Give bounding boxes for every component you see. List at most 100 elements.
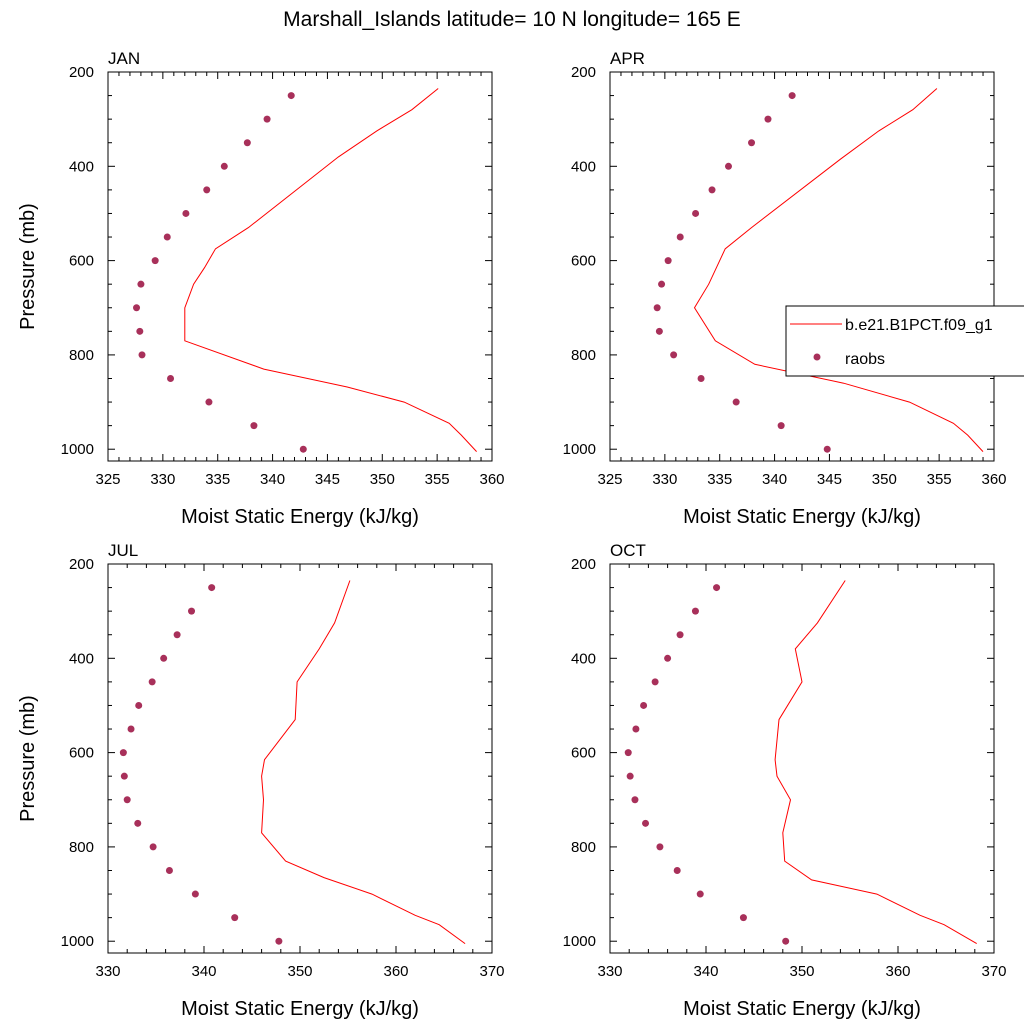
- y-tick-label: 800: [571, 839, 596, 856]
- panel-jan: JAN 325 330 335 340 345 350 355 360 200 400 600 800 1…: [17, 49, 505, 528]
- raobs-point-jul: [120, 772, 128, 780]
- legend: b.e21.B1PCT.f09_g1 raobs: [785, 305, 1024, 377]
- raobs-point-oct: [691, 607, 699, 615]
- x-tick-label: 340: [260, 471, 285, 488]
- raobs-point-apr: [676, 233, 684, 241]
- raobs-point-jul: [208, 584, 216, 592]
- raobs-point-apr: [724, 162, 732, 170]
- x-tick-label: 335: [205, 471, 230, 488]
- y-tick-label: 800: [69, 347, 94, 364]
- x-tick-label: 345: [315, 471, 340, 488]
- raobs-point-jan: [133, 304, 141, 312]
- raobs-point-apr: [708, 186, 716, 194]
- y-tick-label: 200: [571, 64, 596, 81]
- x-tick-label: 355: [425, 471, 450, 488]
- y-tick-label: 600: [69, 253, 94, 270]
- raobs-point-oct: [739, 914, 747, 922]
- raobs-point-jul: [160, 654, 168, 662]
- y-axis-label-jan: Pressure (mb): [17, 203, 39, 330]
- raobs-point-jul: [123, 796, 131, 804]
- raobs-point-apr: [823, 445, 831, 453]
- plot-frame-jul: [107, 563, 493, 954]
- model-line-oct: [774, 580, 977, 945]
- plot-frame-jan: [107, 71, 493, 462]
- raobs-point-oct: [656, 843, 664, 851]
- y-tick-label: 1000: [563, 933, 596, 950]
- raobs-point-jan: [250, 422, 258, 430]
- x-tick-label: 350: [872, 471, 897, 488]
- x-tick-label: 350: [789, 963, 814, 980]
- legend-model-label: b.e21.B1PCT.f09_g1: [845, 317, 993, 334]
- x-tick-label: 330: [597, 963, 622, 980]
- raobs-point-jul: [135, 701, 143, 709]
- raobs-point-jan: [205, 398, 213, 406]
- x-tick-label: 330: [95, 963, 120, 980]
- y-tick-label: 600: [571, 745, 596, 762]
- x-tick-label: 360: [981, 471, 1006, 488]
- raobs-point-jul: [231, 914, 239, 922]
- x-axis-label-oct: Moist Static Energy (kJ/kg): [683, 998, 921, 1020]
- x-tick-label: 325: [597, 471, 622, 488]
- y-tick-label: 400: [571, 650, 596, 667]
- panel-label-oct: OCT: [610, 541, 646, 560]
- raobs-point-jan: [136, 327, 144, 335]
- raobs-point-oct: [696, 890, 704, 898]
- raobs-point-oct: [632, 725, 640, 733]
- model-line-jul: [261, 580, 466, 945]
- legend-obs-marker-swatch: [813, 353, 821, 361]
- x-axis-label-jan: Moist Static Energy (kJ/kg): [181, 506, 419, 528]
- raobs-point-oct: [642, 819, 650, 827]
- raobs-point-jul: [191, 890, 199, 898]
- y-tick-label: 400: [69, 650, 94, 667]
- y-tick-label: 200: [571, 556, 596, 573]
- plot-frame-apr: [609, 71, 995, 462]
- plot-frame-oct: [609, 563, 995, 954]
- x-tick-label: 370: [479, 963, 504, 980]
- panels-group: JAN 325 330 335 340 345 350 355 360 200 400 600 800 1…: [17, 49, 1007, 1020]
- x-tick-label: 360: [383, 963, 408, 980]
- x-tick-label: 335: [707, 471, 732, 488]
- raobs-point-apr: [764, 115, 772, 123]
- x-tick-label: 350: [370, 471, 395, 488]
- x-tick-label: 370: [981, 963, 1006, 980]
- panel-jul: JUL 330 340 350 360 370 200 400 600 800 1000 Moist …: [17, 541, 505, 1020]
- raobs-point-apr: [655, 327, 663, 335]
- y-tick-label: 1000: [61, 933, 94, 950]
- y-tick-label: 400: [571, 158, 596, 175]
- raobs-point-jan: [243, 139, 251, 147]
- raobs-point-jul: [119, 749, 127, 757]
- raobs-point-apr: [658, 280, 666, 288]
- y-tick-label: 800: [69, 839, 94, 856]
- x-tick-label: 330: [150, 471, 175, 488]
- raobs-point-jul: [173, 631, 181, 639]
- x-tick-label: 360: [885, 963, 910, 980]
- panel-label-jul: JUL: [108, 541, 138, 560]
- raobs-point-jan: [137, 280, 145, 288]
- raobs-point-jul: [134, 819, 142, 827]
- raobs-point-apr: [748, 139, 756, 147]
- x-axis-label-jul: Moist Static Energy (kJ/kg): [181, 998, 419, 1020]
- y-axis-label-jul: Pressure (mb): [17, 695, 39, 822]
- raobs-point-apr: [670, 351, 678, 359]
- legend-obs-label: raobs: [845, 351, 885, 368]
- y-tick-label: 1000: [61, 441, 94, 458]
- model-line-jan: [184, 88, 477, 452]
- x-tick-label: 340: [762, 471, 787, 488]
- raobs-point-jan: [299, 445, 307, 453]
- model-line-apr: [693, 88, 984, 452]
- raobs-point-jan: [203, 186, 211, 194]
- panel-oct: OCT 330 340 350 360 370 200 400 600 800 1000 Moist …: [563, 541, 1007, 1020]
- raobs-point-jul: [127, 725, 135, 733]
- figure-title: Marshall_Islands latitude= 10 N longitud…: [283, 8, 741, 31]
- y-tick-label: 200: [69, 556, 94, 573]
- panel-label-jan: JAN: [108, 49, 140, 68]
- raobs-point-oct: [624, 749, 632, 757]
- raobs-point-apr: [732, 398, 740, 406]
- raobs-point-jul: [148, 678, 156, 686]
- panel-apr: APR 325 330 335 340 345 350 355 360 200 400 600 800 1…: [563, 49, 1007, 528]
- raobs-point-apr: [697, 374, 705, 382]
- x-tick-label: 340: [693, 963, 718, 980]
- y-tick-label: 400: [69, 158, 94, 175]
- raobs-point-jan: [167, 374, 175, 382]
